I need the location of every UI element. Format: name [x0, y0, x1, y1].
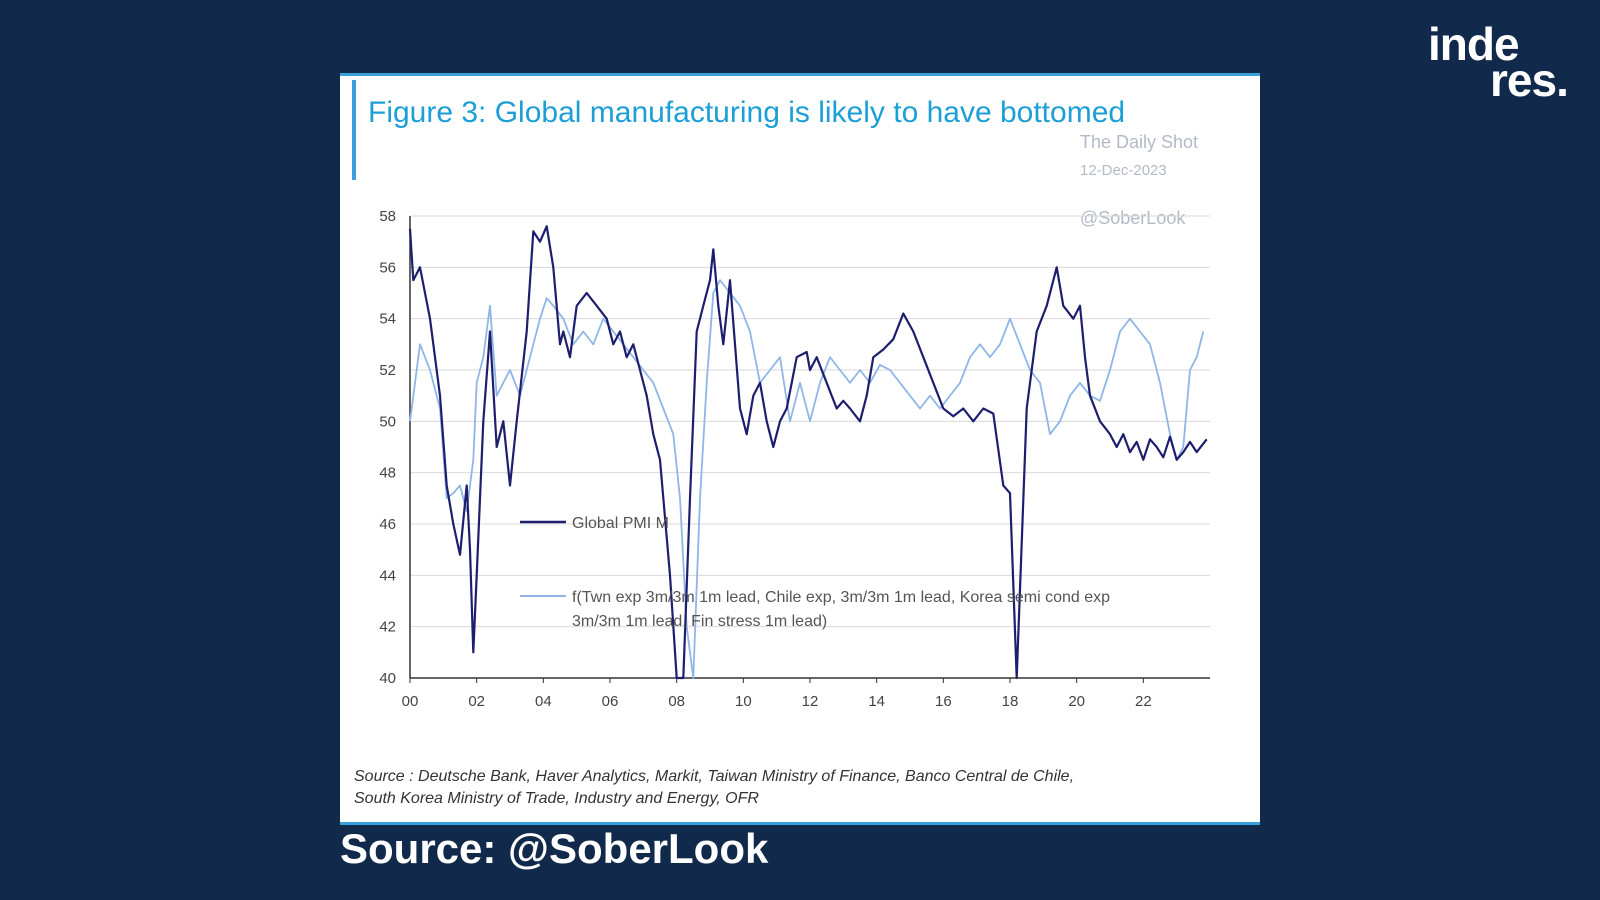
- grid-lines: [410, 215, 1210, 628]
- y-tick-label: 54: [379, 311, 396, 328]
- watermark-daily-shot: The Daily Shot: [1080, 132, 1199, 152]
- x-tick-label: 04: [535, 693, 552, 710]
- legend-label-model-line-2: 3m/3m 1m lead, Fin stress 1m lead): [572, 613, 827, 630]
- x-tick-label: 16: [935, 693, 952, 710]
- y-tick-label: 50: [379, 413, 396, 430]
- y-tick-label: 44: [379, 567, 396, 584]
- title-accent-bar: [352, 80, 356, 180]
- x-tick-label: 12: [802, 693, 819, 710]
- y-tick-label: 52: [379, 362, 396, 379]
- y-tick-label: 58: [379, 208, 396, 225]
- x-tick-label: 14: [868, 693, 885, 710]
- source-note-line-2: South Korea Ministry of Trade, Industry …: [354, 790, 759, 807]
- line-chart: 40 42 44 46 48 50 52 54 56 58 00 02 04 06 08 10 12 14 16 18…: [379, 208, 1210, 710]
- x-tick-label: 06: [602, 693, 619, 710]
- x-tick-label: 20: [1068, 693, 1085, 710]
- series-lines: [408, 225, 1208, 680]
- y-tick-label: 46: [379, 516, 396, 533]
- x-tick-label: 08: [668, 693, 685, 710]
- source-note-line-1: Source : Deutsche Bank, Haver Analytics,…: [354, 768, 1075, 785]
- x-tick-label: 22: [1135, 693, 1152, 710]
- legend: Global PMI M f(Twn exp 3m/3m 1m lead, Chi…: [520, 515, 1110, 630]
- watermark-date: 12-Dec-2023: [1080, 162, 1167, 179]
- legend-label-global-pmi: Global PMI M: [572, 515, 669, 532]
- y-tick-label: 48: [379, 465, 396, 482]
- footer-source: Source: @SoberLook: [340, 825, 769, 872]
- logo-line-1: inde: [1428, 18, 1520, 70]
- series-line-model: [409, 279, 1205, 679]
- x-tick-label: 10: [735, 693, 752, 710]
- watermark-handle: @SoberLook: [1080, 208, 1186, 228]
- y-tick-label: 40: [379, 670, 396, 687]
- axes: 40 42 44 46 48 50 52 54 56 58 00 02 04 06 08 10 12 14 16 18…: [379, 208, 1210, 710]
- y-tick-label: 42: [379, 619, 396, 636]
- x-tick-label: 18: [1002, 693, 1019, 710]
- chart-card: Figure 3: Global manufacturing is likely…: [340, 73, 1260, 825]
- chart-title: Figure 3: Global manufacturing is likely…: [368, 96, 1126, 129]
- source-note: Source : Deutsche Bank, Haver Analytics,…: [354, 766, 1244, 810]
- x-tick-label: 00: [402, 693, 419, 710]
- brand-logo: inde res.: [1428, 21, 1578, 106]
- logo-line-2: res.: [1490, 54, 1569, 106]
- series-line-global-pmi: [408, 225, 1208, 680]
- y-tick-label: 56: [379, 259, 396, 276]
- x-tick-label: 02: [468, 693, 485, 710]
- legend-label-model-line-1: f(Twn exp 3m/3m 1m lead, Chile exp, 3m/3…: [572, 589, 1110, 606]
